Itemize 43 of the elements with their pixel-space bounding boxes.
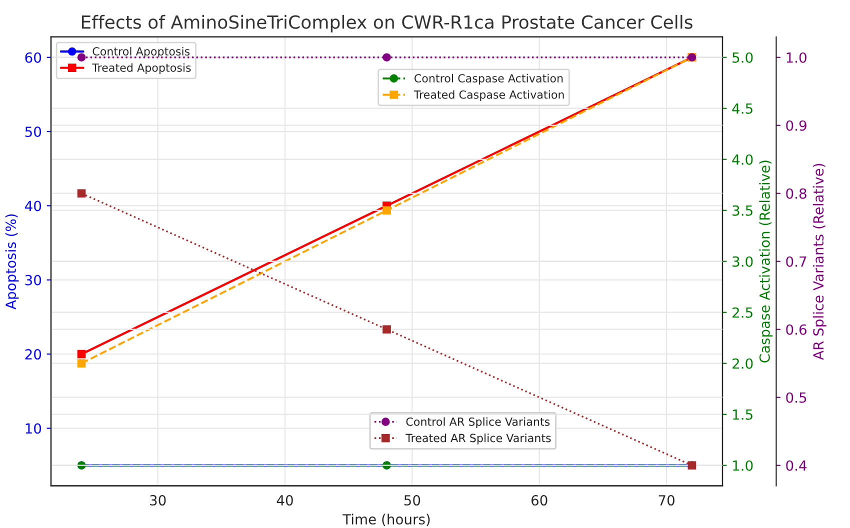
legend-label: Treated Apoptosis	[92, 63, 191, 74]
y-axis-title: Apoptosis (%)	[5, 214, 19, 310]
y2-tick-label: 3.0	[732, 256, 753, 267]
y3-tick-label: 0.9	[786, 120, 806, 131]
x-tick-label: 50	[404, 495, 420, 506]
legend-label: Control Caspase Activation	[414, 74, 563, 85]
y-tick-label: 50	[25, 126, 42, 138]
chart-title: Effects of AminoSineTriComplex on CWR-R1ca Prostate Cancer Cells	[82, 14, 692, 32]
legend-label: Treated Caspase Activation	[414, 90, 564, 101]
x-tick-label: 60	[531, 495, 548, 506]
y-tick-label: 10	[26, 423, 42, 434]
x-tick-label: 30	[150, 495, 166, 506]
y2-axis-title: Caspase Activation (Relative)	[759, 160, 773, 362]
y-tick-label: 20	[25, 349, 42, 360]
y3-tick-label: 0.6	[786, 324, 806, 335]
y2-tick-label: 2.5	[732, 307, 752, 318]
y3-tick-label: 0.4	[786, 460, 807, 471]
x-tick-label: 40	[276, 495, 293, 506]
y3-tick-label: 0.8	[786, 188, 806, 199]
x-tick-label: 70	[658, 495, 674, 506]
y2-tick-label: 3.5	[732, 205, 752, 216]
y2-tick-label: 1.5	[733, 410, 752, 420]
legend-label: Control Apoptosis	[92, 46, 190, 58]
y3-tick-label: 0.7	[786, 256, 806, 267]
y2-tick-label: 1.0	[733, 460, 753, 471]
y2-tick-label: 5.0	[732, 52, 753, 63]
legend-label: Control AR Splice Variants	[406, 417, 550, 428]
point	[382, 325, 391, 334]
y2-tick-label: 4.0	[732, 154, 753, 165]
y-tick-label: 60	[25, 52, 42, 63]
point	[77, 53, 86, 62]
point	[77, 350, 86, 358]
y-tick-label: 30	[25, 274, 42, 286]
y3-axis-title: AR Splice Variants (Relative)	[812, 164, 826, 360]
legend-label: Treated AR Splice Variants	[406, 434, 551, 444]
y-tick-label: 40	[24, 200, 42, 212]
y3-tick-label: 0.5	[786, 392, 806, 403]
y2-tick-label: 4.5	[732, 104, 752, 114]
y3-tick-label: 1.0	[786, 52, 806, 63]
point	[382, 53, 391, 62]
point	[77, 189, 86, 198]
x-axis-title: Time (hours)	[342, 514, 430, 526]
y2-tick-label: 2.0	[732, 358, 753, 369]
